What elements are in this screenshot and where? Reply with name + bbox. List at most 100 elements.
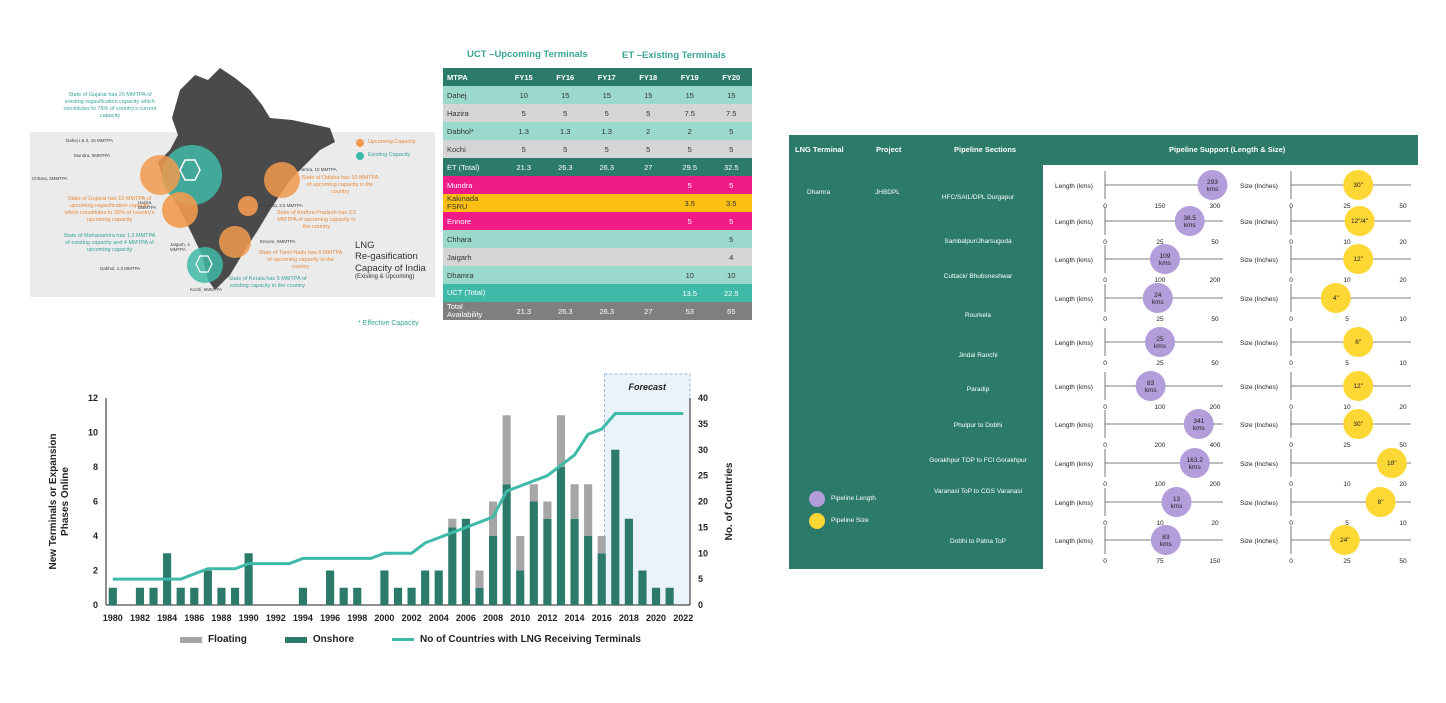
- size-axis-label: Size (Inches): [1240, 384, 1278, 391]
- terminal-name-cell: Jaigarh: [443, 248, 503, 266]
- capacity-cell: 3.5: [669, 194, 711, 212]
- bar-onshore: [217, 587, 226, 605]
- capacity-cell: [544, 194, 586, 212]
- bar-onshore: [380, 570, 389, 605]
- bubble-andhra: [238, 196, 258, 216]
- x-tick-label: 1990: [239, 613, 259, 623]
- capacity-cell: [544, 212, 586, 230]
- map-subtitle: (Existing & Upcoming): [355, 274, 415, 281]
- x-tick-label: 2022: [673, 613, 693, 623]
- bar-onshore: [434, 570, 443, 605]
- length-bubble: [1183, 409, 1214, 439]
- et-legend: ET –Existing Terminals: [622, 50, 726, 61]
- length-tick-label: 20: [1211, 520, 1219, 527]
- legend-length-circle: [809, 491, 825, 507]
- bar-onshore: [108, 587, 117, 605]
- chart-legend: Floating Onshore No of Countries with LN…: [180, 634, 641, 645]
- capacity-cell: 10: [503, 86, 545, 104]
- bar-onshore: [584, 536, 593, 605]
- capacity-cell: [586, 176, 628, 194]
- table-header-cell: FY18: [627, 68, 669, 86]
- legend-floating-label: Floating: [208, 634, 247, 645]
- length-axis-label: Length (kms): [1055, 340, 1093, 347]
- capacity-cell: 26.3: [586, 158, 628, 176]
- legend-countries: No of Countries with LNG Receiving Termi…: [392, 634, 641, 645]
- terminal-name-cell: Dahej: [443, 86, 503, 104]
- size-bubble: [1320, 283, 1351, 313]
- size-tick-label: 0: [1289, 481, 1293, 488]
- y-right-tick-label: 10: [698, 548, 708, 558]
- note-andhra: State of Andhra Pradesh has 3.5 MMTPA of…: [276, 210, 357, 230]
- length-tick-label: 25: [1156, 316, 1164, 323]
- bar-onshore: [543, 518, 552, 605]
- y-right-tick-label: 15: [698, 522, 708, 532]
- india-lng-map-panel: Upcoming Capacity Existing Capacity Stat…: [30, 50, 435, 335]
- size-tick-label: 10: [1343, 481, 1351, 488]
- bar-onshore: [529, 501, 538, 605]
- pipeline-section-label: Sambalpur/Jharsuguda: [944, 238, 1012, 245]
- capacity-cell: 32.5: [710, 158, 752, 176]
- bar-onshore: [638, 570, 647, 605]
- capacity-cell: 22.5: [710, 284, 752, 302]
- y-right-tick-label: 25: [698, 471, 708, 481]
- city-hazira: Hazira, 5MMTPA: [138, 200, 157, 210]
- india-map-graphic: [140, 68, 364, 290]
- size-tick-label: 5: [1345, 360, 1349, 367]
- size-bubble-label: 12"/4": [1351, 218, 1369, 225]
- table-row: Total Availability 21.3 26.3 26.3 27 53 65: [443, 302, 752, 320]
- size-bubble-label: 30": [1353, 421, 1363, 428]
- length-tick-label: 0: [1103, 404, 1107, 411]
- table-row: Chhara 5: [443, 230, 752, 248]
- table-header-cell: FY15: [503, 68, 545, 86]
- bar-onshore: [230, 587, 240, 605]
- x-tick-label: 2002: [402, 613, 422, 623]
- bar-floating: [543, 501, 552, 519]
- length-tick-label: 50: [1211, 316, 1219, 323]
- length-tick-label: 25: [1156, 239, 1164, 246]
- size-tick-label: 25: [1343, 558, 1351, 565]
- capacity-cell: 5: [627, 140, 669, 158]
- city-jaigarh: Jaigarh, 4 MMTPA: [170, 242, 190, 252]
- length-bubble: [1135, 371, 1166, 401]
- bar-onshore: [475, 587, 484, 605]
- capacity-cell: 5: [586, 140, 628, 158]
- length-tick-label: 0: [1103, 316, 1107, 323]
- bar-onshore: [597, 553, 606, 605]
- x-tick-label: 2016: [592, 613, 612, 623]
- size-tick-label: 20: [1399, 277, 1407, 284]
- y-left-tick-label: 8: [93, 462, 98, 472]
- capacity-cell: [586, 194, 628, 212]
- bubble-tamilnadu: [219, 226, 251, 258]
- capacity-cell: 26.3: [544, 302, 586, 320]
- capacity-cell: 65: [710, 302, 752, 320]
- capacity-cell: [503, 212, 545, 230]
- table-header-cell: MTPA: [443, 68, 503, 86]
- length-tick-label: 150: [1155, 203, 1166, 210]
- length-tick-label: 10: [1156, 520, 1164, 527]
- length-tick-label: 200: [1155, 442, 1166, 449]
- terminal-name-cell: Dhamra: [443, 266, 503, 284]
- table-row: Jaigarh 4: [443, 248, 752, 266]
- bar-onshore: [516, 570, 525, 605]
- bar-floating: [597, 536, 606, 554]
- length-axis-label: Length (kms): [1055, 296, 1093, 303]
- size-bubble: [1343, 170, 1374, 200]
- effective-capacity-note: * Effective Capacity: [358, 320, 419, 327]
- size-bubble-label: 18": [1387, 460, 1397, 467]
- legend-pipeline-size: Pipeline Size: [831, 517, 869, 524]
- table-header-cell: FY17: [586, 68, 628, 86]
- table-row: UCT (Total) 13.5 22.5: [443, 284, 752, 302]
- size-bubble: [1343, 409, 1374, 439]
- legend-upcoming-label: Upcoming Capacity: [368, 139, 416, 145]
- capacity-cell: 27: [627, 302, 669, 320]
- length-tick-label: 0: [1103, 277, 1107, 284]
- legend-existing-label: Existing Capacity: [368, 152, 411, 158]
- bar-onshore: [556, 467, 566, 605]
- length-axis-label: Length (kms): [1055, 538, 1093, 545]
- capacity-cell: 15: [710, 86, 752, 104]
- pipeline-section-label: Gorakhpur TOP to FCI Gorakhpur: [929, 457, 1027, 464]
- capacity-cell: 4: [710, 248, 752, 266]
- size-bubble-label: 30": [1353, 182, 1363, 189]
- size-tick-label: 10: [1399, 520, 1407, 527]
- length-bubble-label: 163.2 kms: [1187, 457, 1204, 471]
